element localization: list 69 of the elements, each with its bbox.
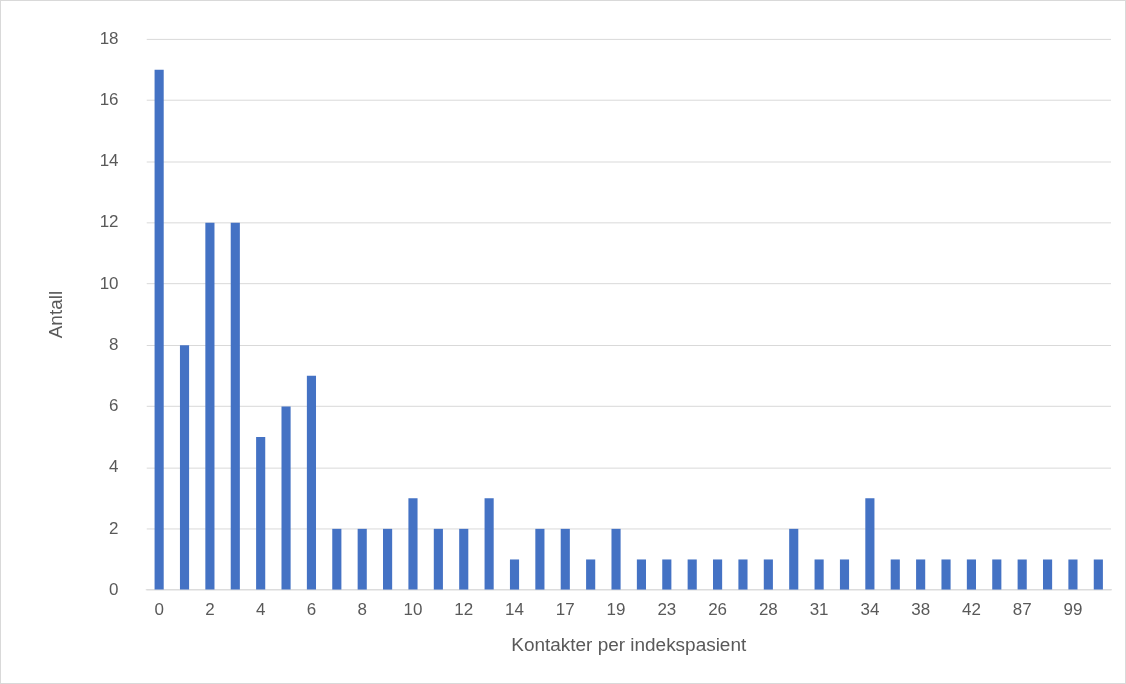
x-tick-label: 0	[154, 599, 164, 619]
bar	[992, 559, 1002, 590]
bar	[738, 559, 748, 590]
y-tick-label: 0	[109, 579, 119, 599]
y-tick-label: 8	[109, 334, 119, 354]
y-tick-label: 4	[109, 457, 119, 477]
bar	[814, 559, 824, 590]
bar	[611, 528, 621, 590]
y-tick-label: 2	[109, 518, 119, 538]
x-tick-label: 38	[911, 599, 931, 619]
y-tick-label: 16	[99, 89, 119, 109]
x-tick-label: 19	[606, 599, 626, 619]
bar	[586, 559, 596, 590]
x-tick-label: 12	[454, 599, 474, 619]
y-tick-label: 6	[109, 396, 119, 416]
y-tick-label: 12	[99, 212, 119, 232]
y-axis-title: Antall	[44, 290, 66, 339]
bar	[636, 559, 646, 590]
x-tick-label: 26	[708, 599, 728, 619]
x-tick-label: 4	[255, 599, 266, 619]
bar	[179, 345, 190, 590]
bar	[383, 528, 393, 590]
bar	[484, 498, 494, 590]
bar	[789, 528, 799, 590]
y-tick-label: 10	[99, 273, 119, 293]
bar	[890, 559, 900, 590]
bar	[154, 69, 164, 590]
x-tick-label: 10	[403, 599, 423, 619]
x-tick-label: 99	[1063, 599, 1083, 619]
bar	[509, 559, 520, 590]
bar	[408, 498, 418, 590]
bar	[433, 528, 443, 590]
x-tick-label: 14	[505, 599, 524, 619]
y-tick-label: 18	[99, 28, 119, 48]
bar	[713, 559, 723, 590]
bar	[560, 528, 570, 590]
bar	[1043, 559, 1053, 590]
x-tick-label: 34	[860, 599, 880, 619]
x-tick-label: 8	[357, 599, 367, 619]
x-tick-label: 28	[758, 599, 778, 619]
bar	[1068, 559, 1078, 590]
bar	[1093, 559, 1103, 590]
bar	[941, 559, 951, 590]
bar	[865, 498, 875, 590]
bar	[763, 559, 773, 590]
bar	[205, 222, 215, 590]
x-tick-label: 2	[205, 599, 215, 619]
bar	[332, 528, 342, 590]
bar	[839, 559, 850, 590]
bar	[535, 528, 545, 590]
y-tick-label: 14	[99, 151, 119, 171]
bar	[281, 406, 291, 590]
bar	[916, 559, 926, 590]
bar	[306, 375, 317, 590]
x-tick-label: 42	[961, 599, 981, 619]
x-tick-label: 6	[306, 599, 317, 619]
x-tick-label: 31	[809, 599, 829, 619]
x-tick-label: 87	[1012, 599, 1032, 619]
bar	[687, 559, 697, 590]
x-axis-title: Kontakter per indekspasient	[511, 633, 747, 655]
bar	[230, 222, 240, 590]
bar	[662, 559, 672, 590]
x-tick-label: 17	[555, 599, 575, 619]
bar	[966, 559, 976, 590]
bar	[256, 437, 266, 590]
bar	[1017, 559, 1027, 590]
x-tick-label: 23	[657, 599, 677, 619]
bar	[459, 528, 469, 590]
bar	[357, 528, 367, 590]
